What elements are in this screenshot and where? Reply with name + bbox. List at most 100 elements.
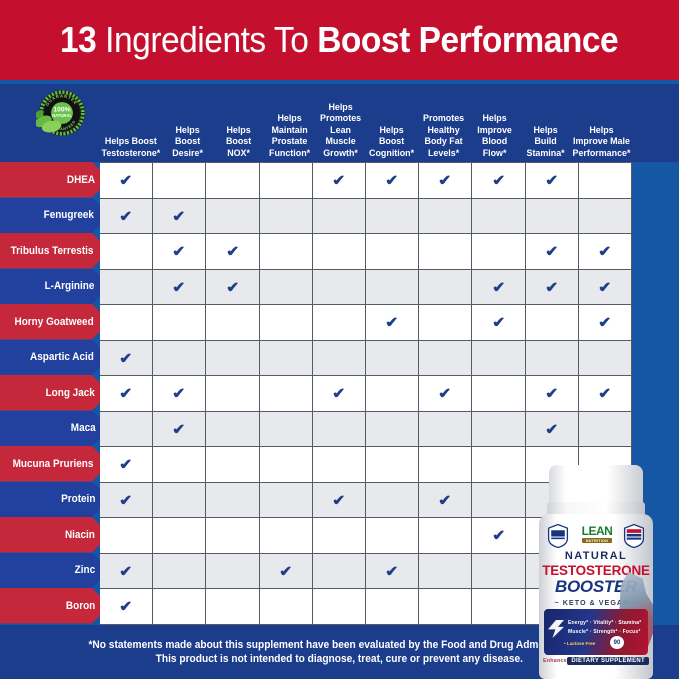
benefit-empty-cell (579, 340, 633, 375)
label-row: Protein (0, 481, 110, 517)
label-row: Mucuna Pruriens (0, 446, 110, 482)
checkmark-icon: ✔ (597, 242, 613, 260)
label-row: Horny Goatweed (0, 304, 110, 340)
benefit-empty-cell (313, 198, 367, 233)
ingredient-tab-mucuna-pruriens[interactable]: Mucuna Pruriens (0, 446, 110, 482)
benefit-empty-cell (526, 340, 579, 375)
column-header-cell: Helps Promotes Lean Muscle Growth* (315, 84, 366, 162)
label-row: Niacin (0, 517, 110, 553)
column-header-cell: Helps Improve Male Performance* (571, 84, 632, 162)
table-row: ✔ (100, 340, 633, 376)
checkmark-icon: ✔ (544, 384, 560, 402)
benefit-empty-cell (472, 340, 526, 375)
ingredient-tab-long-jack[interactable]: Long Jack (0, 375, 110, 411)
column-header-label: Helps Improve Blood Flow* (476, 112, 512, 158)
label-row: Zinc (0, 552, 110, 588)
column-header-label: Promotes Healthy Body Fat Levels* (422, 112, 464, 158)
benefit-empty-cell (419, 518, 473, 553)
label-natural: NATURAL (564, 550, 628, 562)
benefit-check-cell: ✔ (100, 198, 154, 233)
checkmark-icon: ✔ (544, 278, 560, 296)
column-header-cell: Helps Maintain Prostate Function* (264, 84, 315, 162)
title-emphasis: Boost Performance (317, 19, 619, 60)
benefit-empty-cell (472, 447, 526, 482)
ingredient-tab-protein[interactable]: Protein (0, 481, 110, 517)
checkmark-icon: ✔ (384, 171, 400, 189)
svg-text:100%: 100% (53, 106, 70, 113)
benefit-check-cell: ✔ (472, 518, 526, 553)
checkmark-icon: ✔ (171, 278, 187, 296)
benefit-empty-cell (153, 589, 207, 624)
capsule-count-badge: 90 (610, 636, 624, 649)
label-booster: BOOSTER (555, 577, 637, 596)
benefits-line-2: Muscle* · Strength* · Focus* (568, 629, 641, 635)
column-header-label: Helps Build Stamina* (526, 123, 565, 158)
benefit-empty-cell (206, 518, 260, 553)
benefit-empty-cell (366, 234, 420, 269)
benefit-empty-cell (260, 269, 313, 304)
benefit-empty-cell (260, 376, 313, 411)
brand-logo: LEAN NUTRITION (567, 523, 627, 545)
column-header-label: Helps Improve Male Performance* (572, 123, 631, 158)
benefit-check-cell: ✔ (153, 234, 207, 269)
benefit-check-cell: ✔ (153, 198, 207, 233)
ingredient-tab-tribulus-terrestis[interactable]: Tribulus Terrestis (0, 233, 110, 269)
benefit-empty-cell (366, 269, 420, 304)
disclaimer-line-2: This product is not intended to diagnose… (155, 653, 524, 665)
ingredient-tab-maca[interactable]: Maca (0, 410, 110, 446)
checkmark-icon: ✔ (491, 278, 506, 296)
benefit-check-cell: ✔ (100, 376, 154, 411)
benefit-empty-cell (153, 518, 207, 553)
title-mid-text: Ingredients To (105, 19, 310, 60)
label-row: Long Jack (0, 375, 110, 411)
ingredient-tab-horny-goatweed[interactable]: Horny Goatweed (0, 304, 110, 340)
benefit-empty-cell (260, 518, 313, 553)
ingredient-tab-dhea[interactable]: DHEA (0, 162, 110, 198)
benefit-empty-cell (472, 376, 526, 411)
ingredient-label: Tribulus Terrestis (10, 244, 94, 257)
benefit-empty-cell (100, 518, 154, 553)
checkmark-icon: ✔ (118, 384, 134, 402)
checkmark-icon: ✔ (171, 420, 187, 438)
benefit-empty-cell (153, 163, 207, 198)
product-bottle-image: LEAN NUTRITION NATURAL TESTOSTERONE BOOS… (527, 465, 663, 679)
ingredient-tab-fenugreek[interactable]: Fenugreek (0, 197, 110, 233)
ingredient-tab-aspartic-acid[interactable]: Aspartic Acid (0, 339, 110, 375)
title-banner: 13 Ingredients To Boost Performance (0, 0, 679, 80)
column-header-cell: Promotes Healthy Body Fat Levels* (418, 84, 469, 162)
ingredient-label: Maca (70, 422, 96, 435)
checkmark-icon: ✔ (491, 313, 506, 331)
ingredient-tab-l-arginine[interactable]: L-Arginine (0, 268, 110, 304)
column-header-cell: Helps Boost Desire* (162, 84, 213, 162)
ingredient-tab-boron[interactable]: Boron (0, 588, 110, 624)
checkmark-icon: ✔ (544, 171, 560, 189)
ingredient-label: Protein (60, 493, 95, 506)
benefit-check-cell: ✔ (153, 376, 207, 411)
table-row: ✔ (100, 447, 633, 483)
checkmark-icon: ✔ (544, 420, 560, 438)
label-row: Tribulus Terrestis (0, 233, 110, 269)
natural-badge-zone: 100% NATURAL GUARANTEE GUARANTEED (4, 84, 100, 162)
benefit-check-cell: ✔ (206, 269, 260, 304)
benefit-empty-cell (472, 589, 526, 624)
table-row: ✔ ✔ ✔ ✔ (100, 234, 633, 270)
ingredient-tab-zinc[interactable]: Zinc (0, 552, 110, 588)
ingredient-label: DHEA (66, 173, 96, 186)
bottle-neck (547, 502, 645, 516)
checkmark-icon: ✔ (118, 562, 134, 580)
benefit-empty-cell (206, 305, 260, 340)
table-row: ✔ ✔ ✔ (100, 482, 633, 518)
benefit-check-cell: ✔ (419, 163, 473, 198)
label-row: Fenugreek (0, 197, 110, 233)
benefit-empty-cell (472, 482, 526, 517)
ingredient-label: Long Jack (45, 386, 95, 399)
column-header-list: Helps Boost Testosterone* Helps Boost De… (100, 84, 632, 162)
benefit-empty-cell (206, 447, 260, 482)
column-header-cell: Helps Build Stamina* (520, 84, 571, 162)
ingredient-tab-niacin[interactable]: Niacin (0, 517, 110, 553)
benefit-empty-cell (153, 553, 207, 588)
brand-name: LEAN (581, 524, 613, 538)
benefit-check-cell: ✔ (472, 163, 526, 198)
benefit-empty-cell (313, 447, 367, 482)
checkmark-icon: ✔ (544, 242, 560, 260)
